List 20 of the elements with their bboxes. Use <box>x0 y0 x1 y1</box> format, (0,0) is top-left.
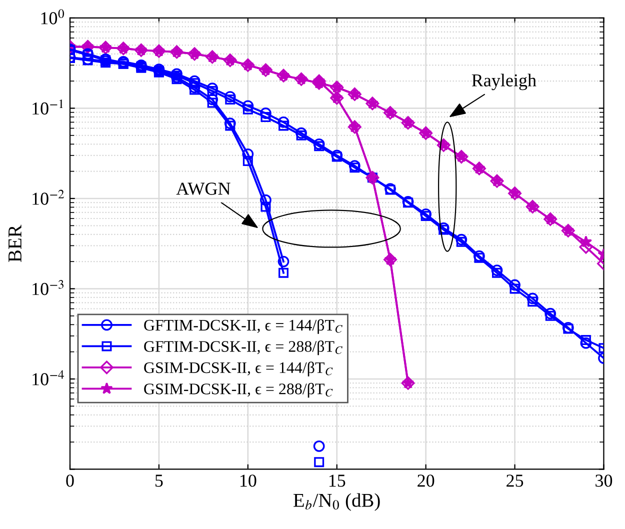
y-tick-label: 10$^{0}$ <box>41 9 64 24</box>
legend-label: GFTIM-DCSK-II, ϵ = 144/βT$_{C}$ <box>144 319 342 334</box>
annotation: AWGN <box>176 182 230 195</box>
x-tick-label: 30 <box>596 474 612 487</box>
y-tick-label: 10$^{−4}$ <box>32 370 64 386</box>
x-axis-title: E$_{b}$/N$_{0}$ (dB) <box>293 493 380 511</box>
x-tick-label: 20 <box>418 474 434 487</box>
legend-label: GSIM-DCSK-II, ϵ = 144/βT$_{C}$ <box>144 362 333 376</box>
y-tick-label: 10$^{−1}$ <box>32 100 63 115</box>
legend-label: GFTIM-DCSK-II, ϵ = 288/βT$_{C}$ <box>144 340 342 356</box>
annotation: Rayleigh <box>472 74 536 90</box>
x-tick-label: 5 <box>155 474 163 487</box>
x-tick-label: 25 <box>506 474 524 487</box>
y-tick-label: 10$^{−2}$ <box>32 190 64 205</box>
x-tick-label: 15 <box>329 474 346 487</box>
legend-label: GSIM-DCSK-II, ϵ = 288/βT$_{C}$ <box>144 382 333 398</box>
x-tick-label: 10 <box>240 474 256 487</box>
y-axis-title: BER <box>8 224 22 262</box>
y-tick-label: 10$^{−3}$ <box>32 280 64 296</box>
x-tick-label: 0 <box>66 474 74 487</box>
